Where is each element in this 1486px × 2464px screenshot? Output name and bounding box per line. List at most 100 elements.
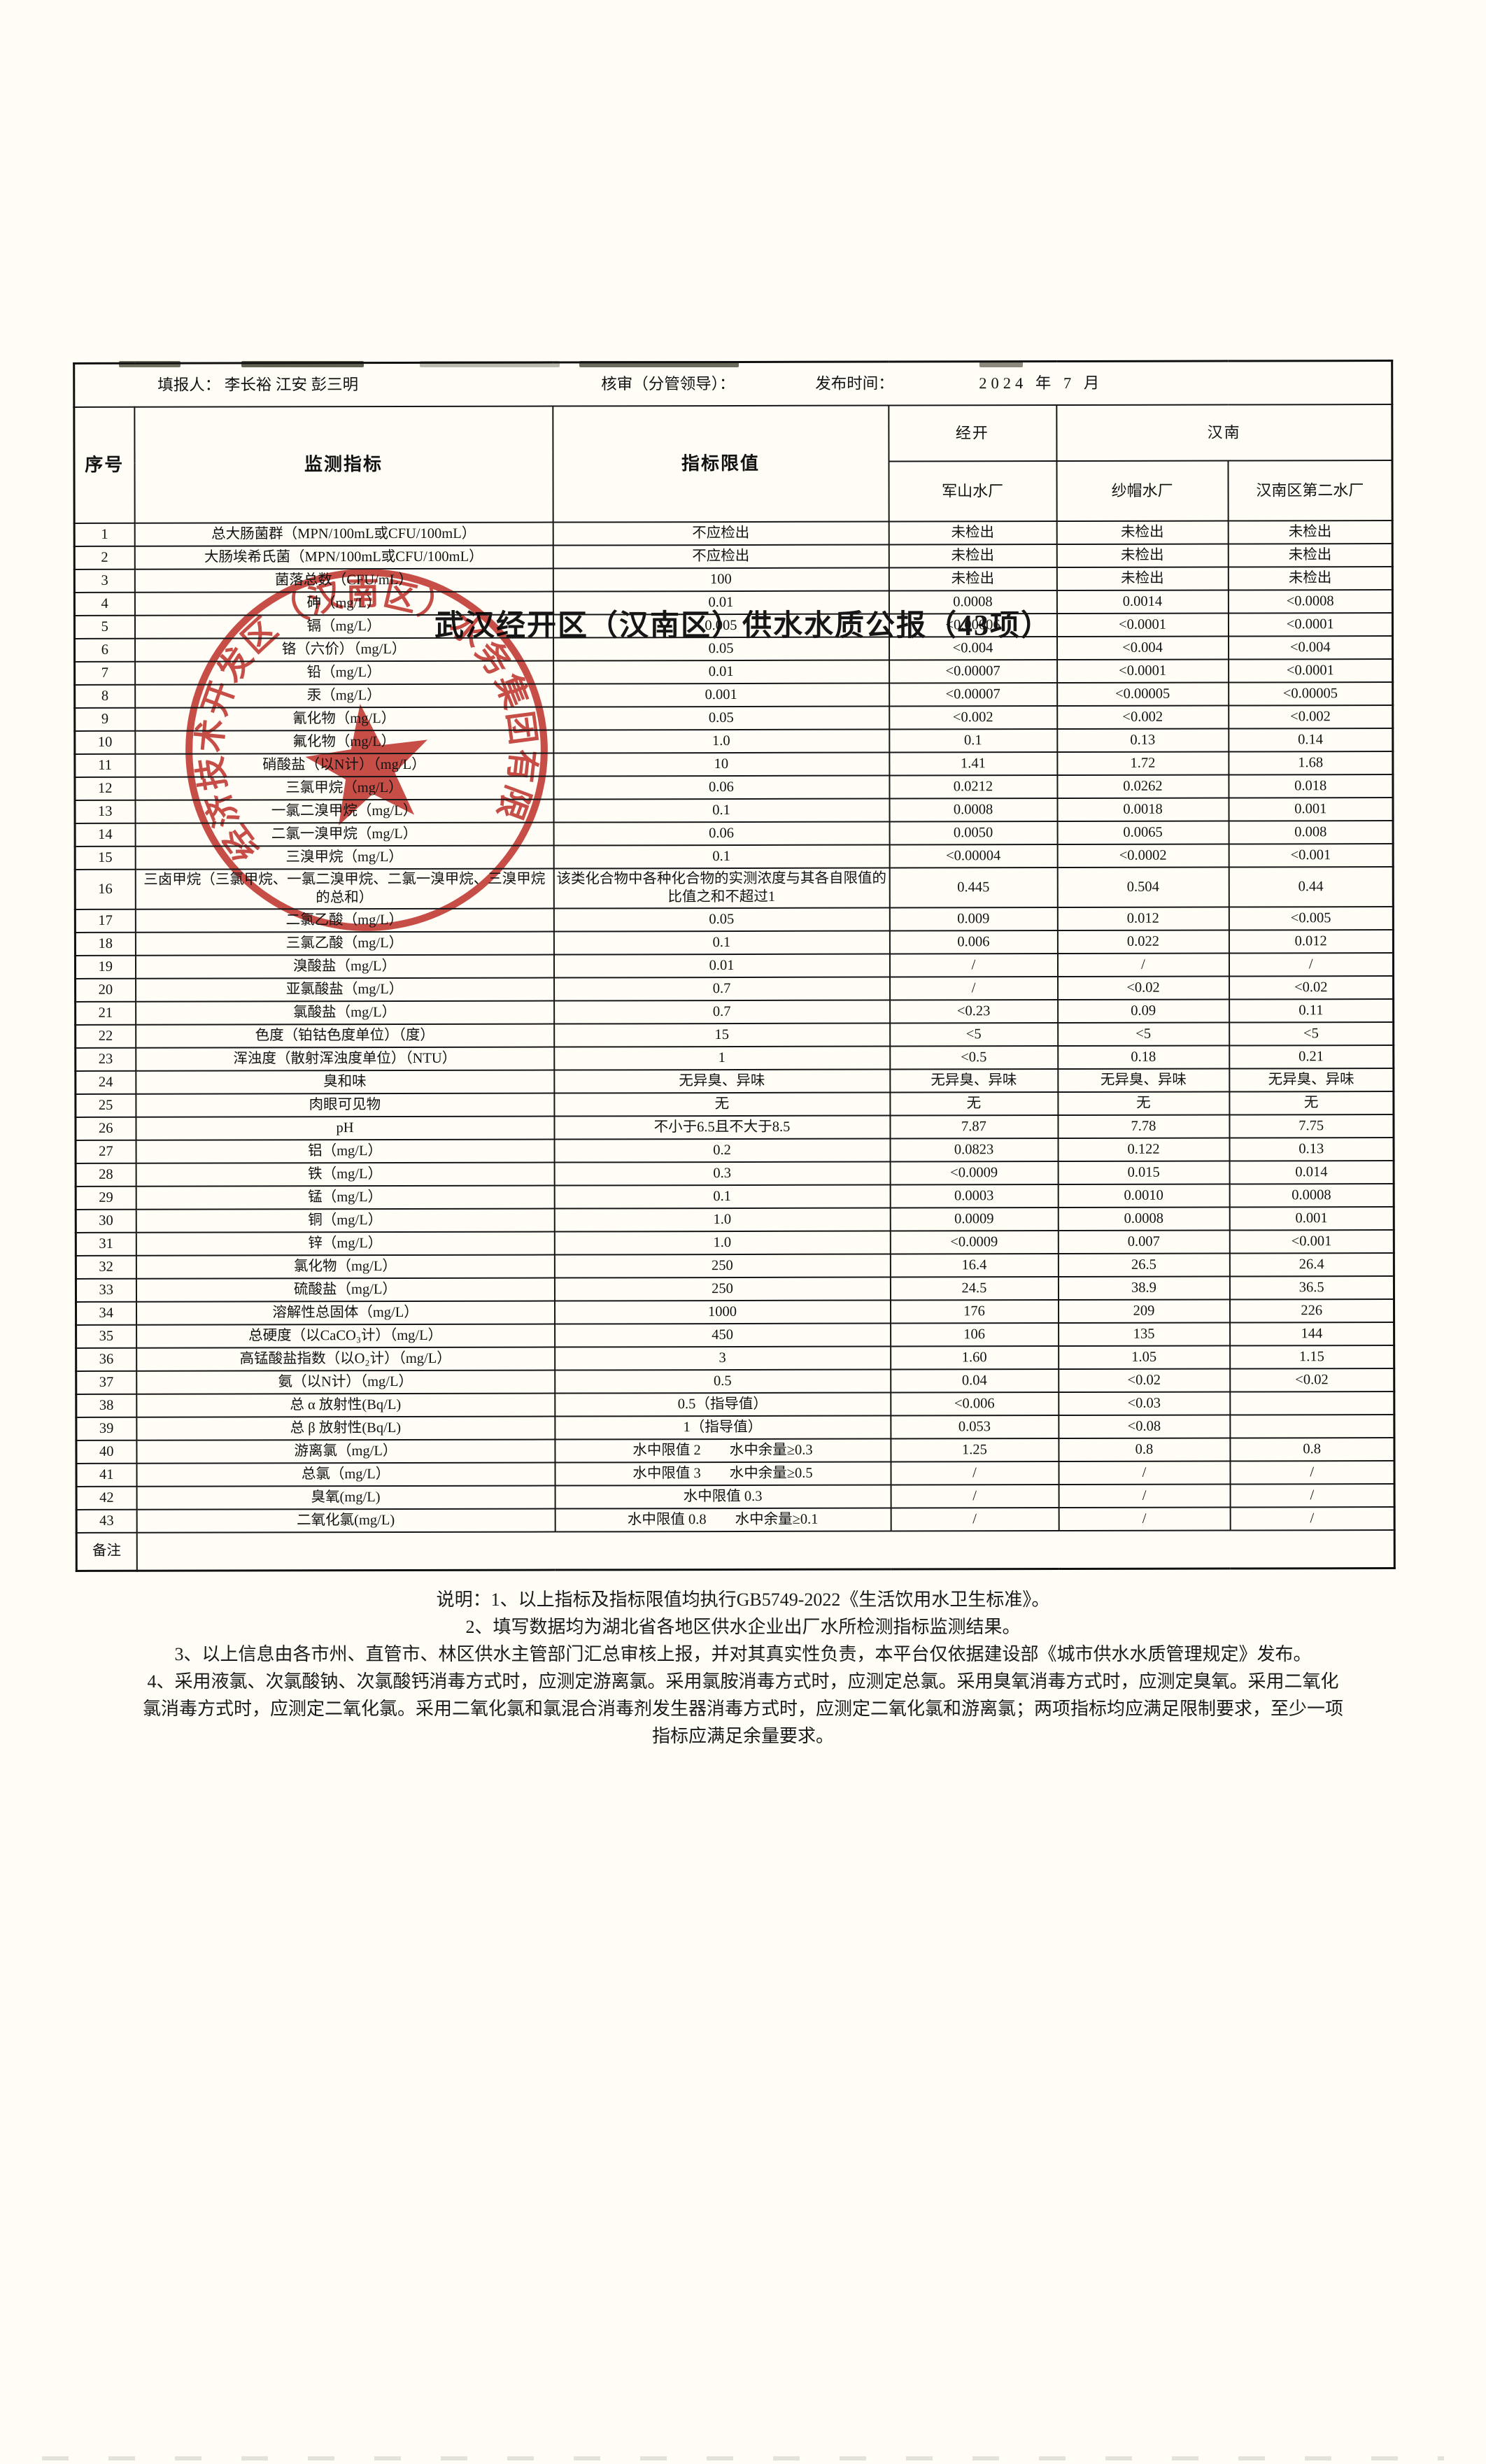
row-number: 35 [76,1325,136,1349]
row-number: 14 [75,823,136,847]
limit-value: 水中限值 0.3 [555,1485,891,1509]
col-header-no: 序号 [73,406,135,523]
page-root: { "page": { "title": "武汉经开区（汉南区）供水水质公报（4… [0,360,1486,2464]
shamao-value: / [1059,1507,1231,1531]
shamao-value: 无 [1057,1091,1229,1116]
hannan-second-value: <0.001 [1229,844,1394,868]
junshan-value: 0.0009 [890,1208,1059,1231]
indicator-name: 砷（mg/L） [134,591,553,616]
shamao-value: <0.02 [1058,1368,1230,1393]
row-number: 11 [74,753,135,777]
row-number: 15 [75,846,136,870]
row-number: 30 [76,1210,136,1233]
limit-value: 1 [553,1046,890,1070]
indicator-name: 铅（mg/L） [134,660,553,685]
junshan-value: 16.4 [890,1254,1059,1277]
scan-edge-artifact-bottom [42,2456,1444,2461]
indicator-name: 总 β 放射性(Bq/L) [136,1416,555,1441]
row-number: 37 [76,1371,136,1395]
shamao-value: 0.13 [1056,728,1229,753]
table-row: 29 锰（mg/L） 0.1 0.0003 0.0010 0.0008 [76,1184,1394,1210]
limit-value: 0.1 [554,1184,891,1209]
region-header-hannan: 汉南 [1056,404,1392,462]
junshan-value: 0.0008 [889,798,1058,822]
hannan-second-value: 0.13 [1229,1138,1394,1161]
shamao-value: 0.0008 [1058,1207,1230,1231]
row-number: 3 [74,569,135,593]
limit-value: 100 [553,567,889,592]
row-number: 12 [74,777,136,800]
indicator-name: 铜（mg/L） [136,1208,555,1233]
col-header-indicator: 监测指标 [134,406,553,523]
note-line-2: 2、填写数据均为湖北省各地区供水企业出厂水所检测指标监测结果。 [465,1617,1021,1638]
indicator-name: 二氯一溴甲烷（mg/L） [135,822,554,847]
indicator-name: 总大肠菌群（MPN/100mL或CFU/100mL） [134,522,553,546]
limit-value: 水中限值 3 水中余量≥0.5 [554,1461,891,1486]
shamao-value: 0.0262 [1056,774,1229,799]
table-row: 37 氨（以N计）（mg/L） 0.5 0.04 <0.02 <0.02 [76,1368,1394,1395]
hannan-second-value [1229,1392,1394,1415]
remark-content [136,1530,1395,1571]
junshan-value: <0.002 [889,706,1057,730]
indicator-name: 镉（mg/L） [134,614,553,639]
shamao-value: 0.007 [1058,1230,1230,1254]
junshan-value: 0.053 [890,1415,1059,1439]
hannan-second-value: 226 [1229,1299,1394,1323]
hannan-second-value: 0.21 [1229,1045,1394,1069]
junshan-value: 0.0003 [890,1184,1059,1208]
hannan-second-value: <5 [1229,1022,1394,1046]
hannan-second-value: 0.14 [1228,728,1393,752]
table-row: 24 臭和味 无异臭、异味 无异臭、异味 无异臭、异味 无异臭、异味 [75,1068,1394,1095]
hannan-second-value: <0.001 [1229,1230,1394,1254]
shamao-value: 未检出 [1056,521,1229,545]
limit-value: 无 [553,1092,890,1117]
junshan-value: 0.006 [889,930,1058,954]
note-line-3: 3、以上信息由各市州、直管市、林区供水主管部门汇总审核上报，并对其真实性负责，本… [174,1644,1312,1665]
shamao-value: <0.0001 [1056,659,1229,684]
scan-edge-artifact [579,361,739,367]
shamao-value: 1.05 [1058,1345,1230,1370]
row-number: 24 [75,1071,136,1095]
table-row: 11 硝酸盐（以N计）（mg/L） 10 1.41 1.72 1.68 [74,751,1393,777]
hannan-second-value: 0.001 [1228,798,1394,821]
limit-value: 10 [553,752,889,777]
indicator-name: 硝酸盐（以N计）（mg/L） [134,753,553,777]
hannan-second-value: 未检出 [1228,567,1393,590]
table-row: 43 二氧化氯(mg/L) 水中限值 0.8 水中余量≥0.1 / / / [76,1507,1395,1534]
table-row: 30 铜（mg/L） 1.0 0.0009 0.0008 0.001 [76,1207,1394,1233]
scan-edge-artifact [119,361,181,367]
hannan-second-value: 0.014 [1229,1161,1394,1184]
indicator-name: 三氯甲烷（mg/L） [134,776,554,800]
indicator-name: 三溴甲烷（mg/L） [135,845,554,870]
shamao-value: 0.122 [1058,1138,1230,1162]
table-row: 31 锌（mg/L） 1.0 <0.0009 0.007 <0.001 [76,1230,1394,1256]
table-row: 5 镉（mg/L） 0.005 <0.00006 <0.0001 <0.0001 [74,613,1393,639]
limit-value: 0.1 [553,930,890,955]
limit-value: 1.0 [553,729,889,753]
hannan-second-value: <0.0001 [1228,659,1393,683]
table-row: 32 氯化物（mg/L） 250 16.4 26.5 26.4 [76,1253,1394,1280]
table-row: 19 溴酸盐（mg/L） 0.01 / / / [75,953,1394,979]
meta-row: 填报人： 李长裕 江安 彭三明 核审（分管领导）： 发布时间： 2024 年 7… [73,360,1392,407]
limit-value: 3 [554,1346,891,1371]
indicator-name: 锌（mg/L） [136,1231,555,1256]
junshan-value: 无异臭、异味 [889,1069,1058,1093]
plant-header-hannan-second: 汉南区第二水厂 [1227,460,1393,521]
junshan-value: <0.006 [890,1392,1059,1416]
shamao-value: / [1058,1461,1231,1485]
hannan-second-value: 0.11 [1229,999,1394,1023]
limit-value: 0.01 [553,954,890,978]
indicator-name: 菌落总数（CFU/mL） [134,568,553,593]
limit-value: 0.7 [553,1000,890,1024]
row-number: 40 [76,1440,136,1464]
meta-cell: 填报人： 李长裕 江安 彭三明 核审（分管领导）： 发布时间： 2024 年 7… [73,360,1392,407]
row-number: 13 [75,800,136,823]
hannan-second-value: <0.005 [1229,907,1394,930]
table-row: 10 氟化物（mg/L） 1.0 0.1 0.13 0.14 [74,728,1393,754]
hannan-second-value: 0.012 [1229,930,1394,954]
junshan-value: 0.0212 [889,775,1057,799]
row-number: 22 [75,1025,136,1049]
table-row: 15 三溴甲烷（mg/L） 0.1 <0.00004 <0.0002 <0.00… [75,844,1394,870]
shamao-value: 0.8 [1058,1438,1230,1462]
row-number: 42 [76,1487,137,1510]
